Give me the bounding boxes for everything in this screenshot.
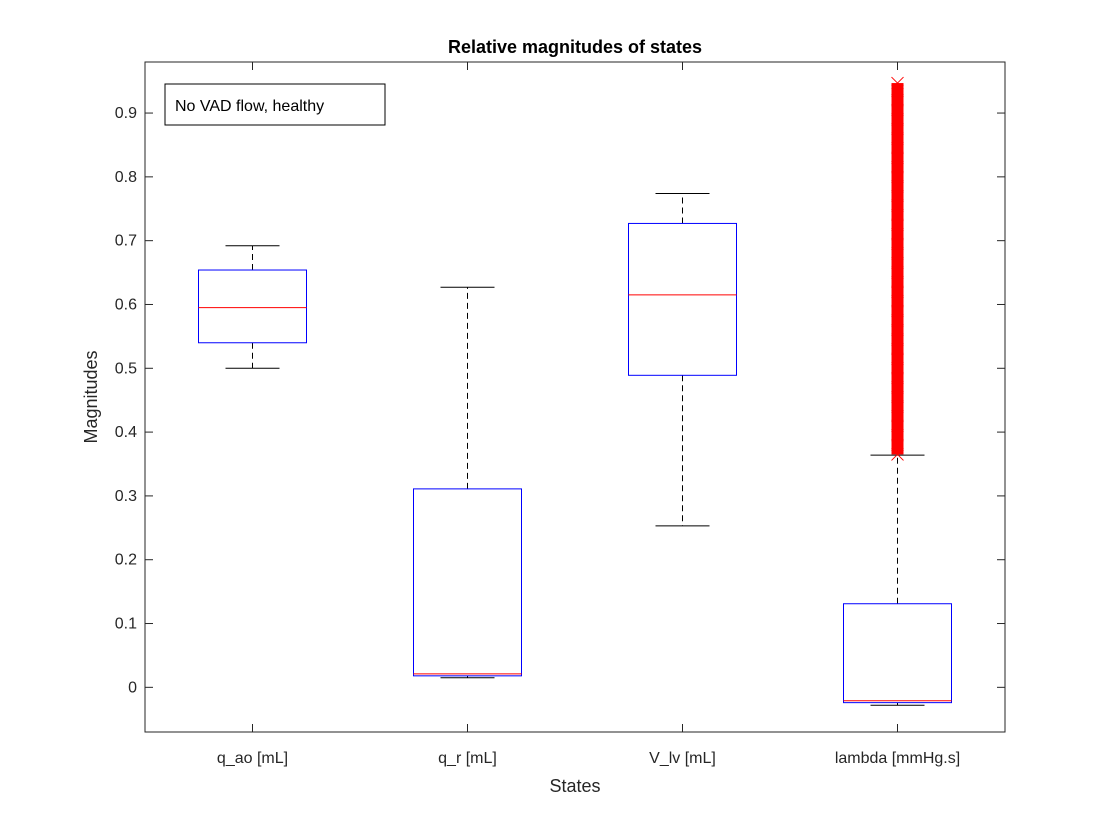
y-tick-label: 0.9 bbox=[115, 105, 137, 122]
x-tick-label: lambda [mmHg.s] bbox=[835, 750, 960, 767]
box-group bbox=[198, 245, 307, 369]
annotation-box: No VAD flow, healthy bbox=[164, 83, 386, 126]
y-tick-label: 0 bbox=[128, 679, 137, 696]
y-tick-label: 0.2 bbox=[115, 552, 137, 569]
x-tick-label: q_ao [mL] bbox=[217, 750, 288, 767]
x-tick-label: q_r [mL] bbox=[438, 750, 497, 767]
box-group bbox=[413, 286, 522, 679]
annotation-frame bbox=[164, 83, 386, 126]
interquartile-box bbox=[413, 488, 522, 677]
box-group bbox=[628, 192, 737, 527]
x-axis: q_ao [mL] q_r [mL] V_lv [mL] lambda [mmHg.s… bbox=[217, 62, 960, 767]
y-axis: 0 0.1 0.2 0.3 0.4 0.5 0.6 0.7 0.8 0.9 bbox=[115, 105, 1005, 696]
y-tick-label: 0.6 bbox=[115, 296, 137, 313]
interquartile-box bbox=[628, 222, 737, 376]
y-tick-label: 0.3 bbox=[115, 488, 137, 505]
x-tick-label: V_lv [mL] bbox=[649, 750, 716, 767]
boxplot-series bbox=[198, 76, 952, 706]
y-tick-label: 0.1 bbox=[115, 616, 137, 633]
y-tick-label: 0.5 bbox=[115, 360, 137, 377]
annotation-text: No VAD flow, healthy bbox=[175, 98, 324, 115]
plot-area bbox=[144, 61, 1006, 733]
outlier-cluster bbox=[891, 83, 904, 455]
y-tick-label: 0.8 bbox=[115, 169, 137, 186]
interquartile-box bbox=[843, 603, 952, 704]
x-axis-label: States bbox=[549, 776, 600, 796]
interquartile-box bbox=[198, 269, 307, 344]
y-axis-label: Magnitudes bbox=[81, 350, 101, 443]
y-tick-label: 0.7 bbox=[115, 233, 137, 250]
chart-title: Relative magnitudes of states bbox=[448, 37, 702, 57]
y-tick-label: 0.4 bbox=[115, 424, 137, 441]
box-group bbox=[843, 76, 952, 706]
